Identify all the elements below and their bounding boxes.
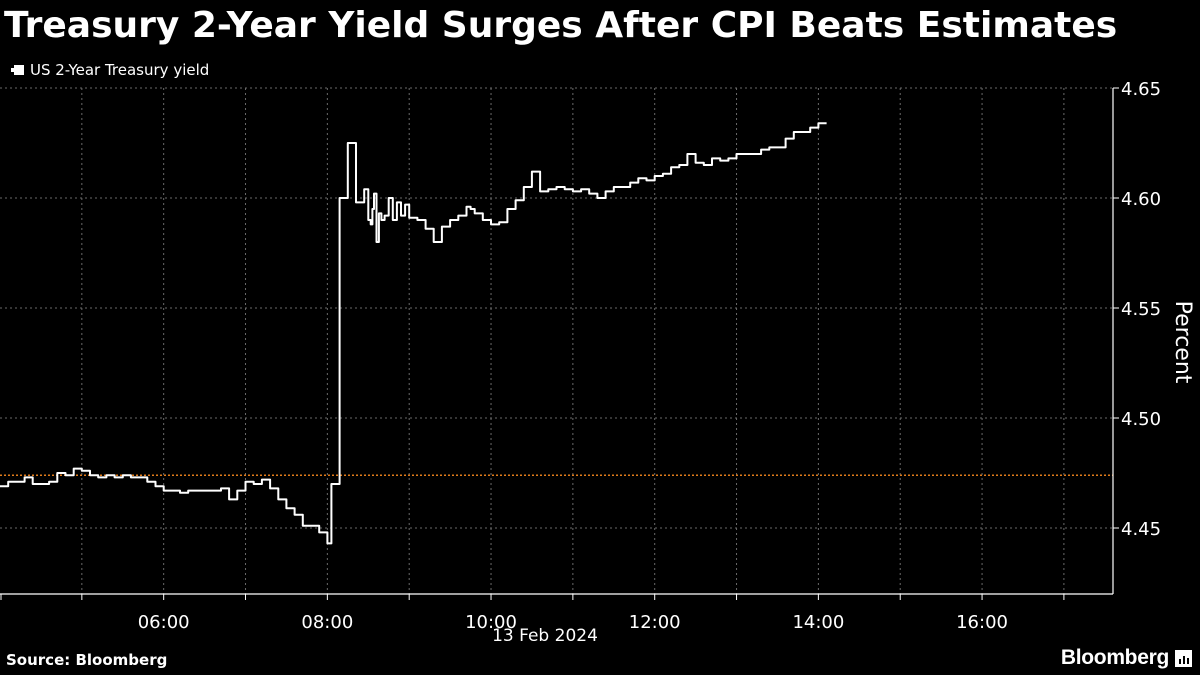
y-tick-label: 4.45 xyxy=(1121,519,1161,540)
bloomberg-mark-icon xyxy=(1175,649,1192,667)
x-tick-label: 06:00 xyxy=(138,612,190,633)
y-axis-label: Percent xyxy=(1170,301,1195,384)
x-axis-label: 13 Feb 2024 xyxy=(492,626,598,646)
legend-swatch xyxy=(14,65,24,75)
x-tick-label: 16:00 xyxy=(956,612,1008,633)
axes: 4.45 4.50 4.55 4.60 4.65 06:00 08:00 10:00 12:00… xyxy=(0,80,1161,633)
x-tick-label: 14:00 xyxy=(792,612,844,633)
y-tick-label: 4.55 xyxy=(1121,299,1161,320)
legend: US 2-Year Treasury yield xyxy=(8,60,209,80)
gridlines xyxy=(0,87,1113,594)
brand-logo: Bloomberg xyxy=(1061,646,1192,670)
chart: 4.45 4.50 4.55 4.60 4.65 06:00 08:00 10:00 12:00… xyxy=(0,80,1195,646)
chart-title: Treasury 2-Year Yield Surges After CPI B… xyxy=(4,5,1118,46)
legend-label: US 2-Year Treasury yield xyxy=(30,61,210,79)
x-tick-label: 08:00 xyxy=(301,612,353,633)
x-tick-label: 12:00 xyxy=(629,612,681,633)
brand-name: Bloomberg xyxy=(1060,646,1169,669)
y-tick-label: 4.50 xyxy=(1121,409,1161,430)
y-tick-label: 4.60 xyxy=(1121,189,1161,210)
source-note: Source: Bloomberg xyxy=(6,651,168,669)
series-line xyxy=(0,122,827,545)
x-tick-label: 10:00 xyxy=(465,612,517,633)
y-tick-label: 4.65 xyxy=(1121,80,1161,100)
series-group xyxy=(0,122,827,545)
